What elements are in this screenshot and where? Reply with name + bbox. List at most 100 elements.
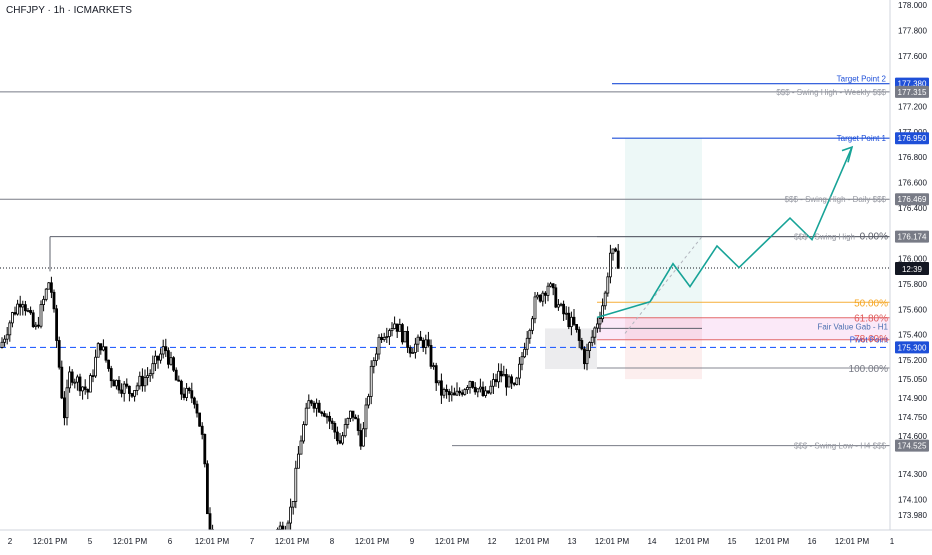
- candle-body: [391, 329, 393, 331]
- x-tick-label: 12:01 PM: [435, 537, 470, 546]
- candle-body: [495, 380, 497, 382]
- y-tick-label: 173.980: [898, 511, 927, 520]
- y-tick-label: 176.800: [898, 153, 927, 162]
- candle-body: [290, 507, 292, 523]
- x-tick-label: 16: [808, 537, 817, 546]
- candle-body: [165, 347, 167, 351]
- candle-body: [459, 391, 461, 393]
- y-tick-label: 176.600: [898, 179, 927, 188]
- candle-body: [474, 387, 476, 392]
- price-tag-label: 176.950: [898, 134, 927, 143]
- candle-body: [313, 403, 315, 408]
- candle-body: [485, 391, 487, 396]
- swing-low-h4-label: $$$ - Swing Low - H4 $$$: [794, 442, 887, 451]
- candle-body: [500, 371, 502, 376]
- candle-body: [347, 418, 349, 424]
- x-tick-label: 1: [890, 537, 895, 546]
- candle-body: [84, 387, 86, 390]
- candle-body: [191, 391, 193, 398]
- candle-body: [69, 372, 71, 388]
- candle-body: [438, 381, 440, 383]
- candle-body: [329, 416, 331, 421]
- candle-body: [201, 426, 203, 434]
- candle-body: [461, 393, 463, 395]
- candle-body: [58, 341, 60, 368]
- candle-body: [89, 376, 91, 392]
- candle-body: [53, 292, 55, 308]
- candle-body: [331, 421, 333, 423]
- candle-body: [4, 339, 6, 342]
- candle-body: [334, 423, 336, 432]
- candle-body: [186, 388, 188, 397]
- candle-body: [427, 340, 429, 346]
- y-tick-label: 175.050: [898, 375, 927, 384]
- candle-body: [407, 331, 409, 347]
- candle-body: [505, 374, 507, 387]
- candle-body: [180, 381, 182, 394]
- candle-body: [386, 337, 388, 338]
- price-tag-label: 176.469: [898, 195, 927, 204]
- candle-body: [19, 304, 21, 307]
- candle-body: [40, 305, 42, 327]
- candle-body: [355, 417, 357, 419]
- candle-body: [609, 253, 611, 277]
- x-tick-label: 2: [8, 537, 13, 546]
- candle-body: [550, 284, 552, 286]
- candle-body: [409, 348, 411, 354]
- candle-body: [63, 398, 65, 418]
- candle-body: [464, 390, 466, 395]
- candle-body: [375, 354, 377, 361]
- x-tick-label: 12:01 PM: [755, 537, 790, 546]
- candle-body: [503, 374, 505, 375]
- candle-body: [157, 356, 159, 360]
- candle-body: [396, 324, 398, 331]
- candle-body: [295, 468, 297, 501]
- candle-body: [368, 396, 370, 405]
- candle-body: [583, 349, 585, 364]
- candle-body: [50, 283, 52, 293]
- candle-body: [152, 364, 154, 374]
- x-tick-label: 12:01 PM: [33, 537, 68, 546]
- candle-body: [433, 366, 435, 367]
- x-tick-label: 12:01 PM: [355, 537, 390, 546]
- candle-body: [118, 380, 120, 390]
- candle-body: [196, 404, 198, 413]
- candle-body: [37, 325, 39, 326]
- candle-body: [412, 352, 414, 353]
- candle-body: [383, 337, 385, 339]
- candle-body: [521, 357, 523, 364]
- candle-body: [209, 514, 211, 530]
- candle-body: [48, 283, 50, 289]
- candle-body: [147, 376, 149, 378]
- candle-body: [373, 361, 375, 367]
- y-tick-label: 174.100: [898, 496, 927, 505]
- candle-body: [607, 277, 609, 293]
- price-tag-label: 174.525: [898, 442, 927, 451]
- candle-body: [370, 366, 372, 396]
- x-tick-label: 8: [330, 537, 335, 546]
- y-tick-label: 177.200: [898, 103, 927, 112]
- candle-body: [292, 501, 294, 507]
- candle-body: [76, 377, 78, 382]
- candle-body: [144, 378, 146, 386]
- candle-body: [422, 340, 424, 347]
- candle-body: [518, 364, 520, 378]
- candle-body: [552, 284, 554, 288]
- candle-body: [102, 347, 104, 350]
- x-tick-label: 12:01 PM: [595, 537, 630, 546]
- x-tick-label: 12: [488, 537, 497, 546]
- candle-body: [479, 387, 481, 389]
- candle-body: [425, 340, 427, 348]
- candle-body: [154, 356, 156, 363]
- candle-body: [401, 325, 403, 342]
- candle-body: [110, 369, 112, 381]
- candle-body: [149, 374, 151, 376]
- candle-body: [71, 372, 73, 382]
- candle-body: [516, 378, 518, 384]
- candle-body: [27, 310, 29, 311]
- candle-body: [105, 347, 107, 360]
- candle-body: [443, 390, 445, 396]
- x-tick-label: 7: [250, 537, 255, 546]
